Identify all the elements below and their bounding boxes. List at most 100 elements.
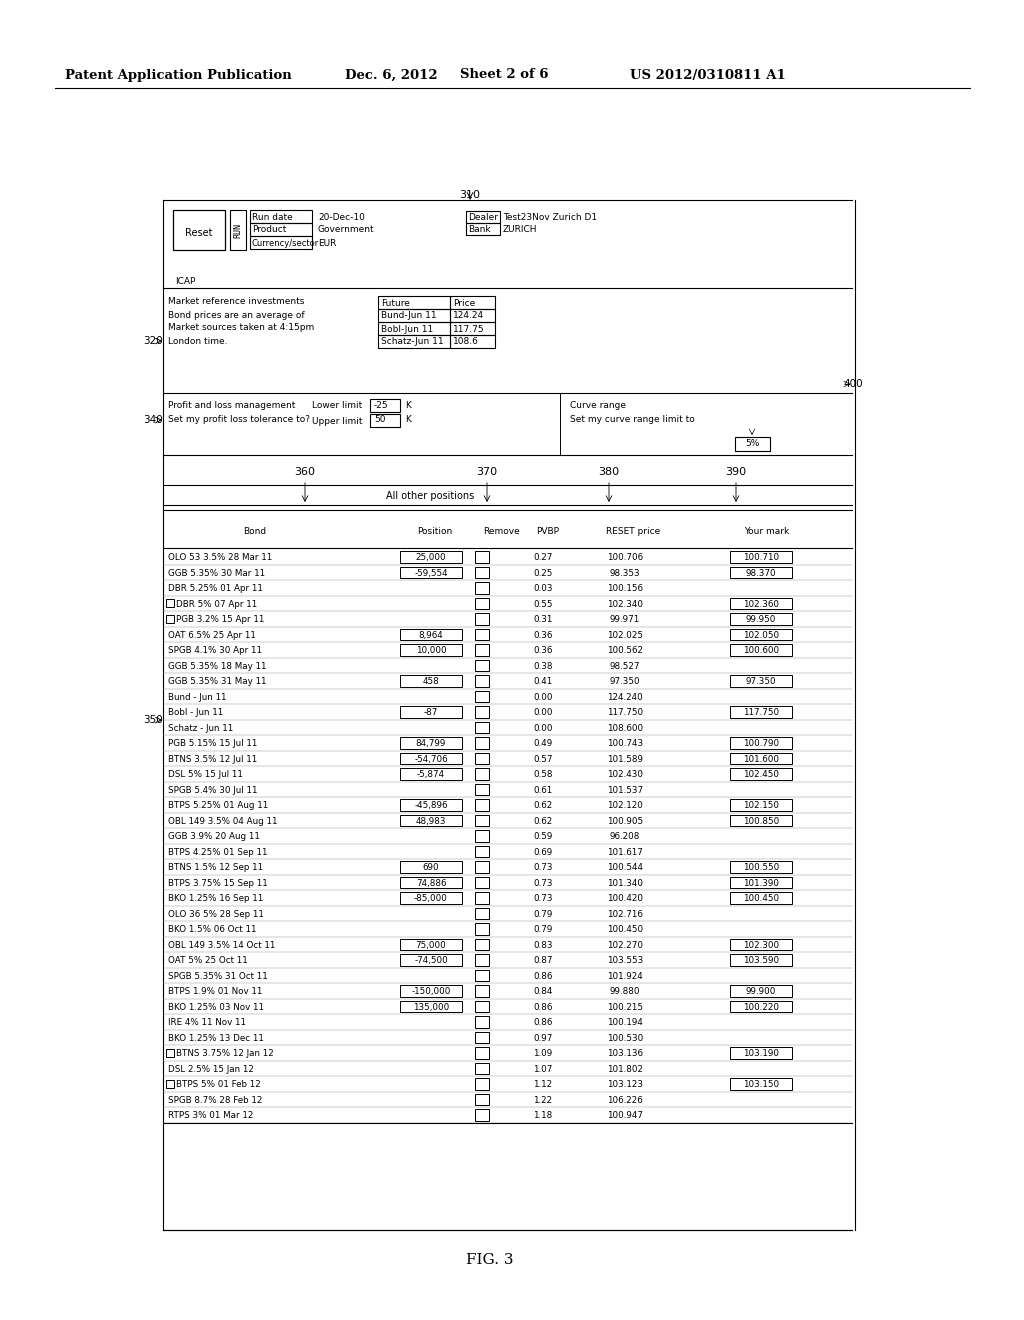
Text: SPGB 5.4% 30 Jul 11: SPGB 5.4% 30 Jul 11 bbox=[168, 785, 257, 795]
Text: BTPS 4.25% 01 Sep 11: BTPS 4.25% 01 Sep 11 bbox=[168, 847, 267, 857]
Bar bbox=[475, 939, 489, 950]
Bar bbox=[475, 954, 489, 965]
Text: 117.750: 117.750 bbox=[607, 708, 643, 717]
Text: 124.240: 124.240 bbox=[607, 693, 643, 701]
Text: Test23Nov Zurich D1: Test23Nov Zurich D1 bbox=[503, 213, 597, 222]
Bar bbox=[400, 861, 462, 873]
Text: 108.6: 108.6 bbox=[453, 338, 479, 346]
Text: 102.430: 102.430 bbox=[607, 770, 643, 779]
Text: 1.09: 1.09 bbox=[534, 1049, 553, 1059]
Bar bbox=[730, 892, 792, 903]
Bar bbox=[370, 414, 400, 426]
Text: 0.62: 0.62 bbox=[534, 801, 553, 810]
Text: 102.716: 102.716 bbox=[607, 909, 643, 919]
Bar bbox=[475, 1093, 489, 1105]
Text: 98.370: 98.370 bbox=[745, 569, 776, 578]
Text: 100.450: 100.450 bbox=[743, 894, 779, 903]
Text: BTPS 1.9% 01 Nov 11: BTPS 1.9% 01 Nov 11 bbox=[168, 987, 262, 997]
Text: DSL 5% 15 Jul 11: DSL 5% 15 Jul 11 bbox=[168, 770, 243, 779]
Bar bbox=[475, 582, 489, 594]
Bar bbox=[475, 799, 489, 810]
Text: 101.390: 101.390 bbox=[743, 879, 779, 887]
Bar bbox=[450, 296, 495, 309]
Text: Reset: Reset bbox=[185, 228, 213, 238]
Text: Schatz-Jun 11: Schatz-Jun 11 bbox=[381, 338, 443, 346]
Text: 5%: 5% bbox=[744, 440, 759, 449]
Text: K: K bbox=[406, 416, 411, 425]
Bar bbox=[450, 322, 495, 335]
Bar bbox=[370, 399, 400, 412]
Text: 1.12: 1.12 bbox=[534, 1080, 553, 1089]
Text: London time.: London time. bbox=[168, 337, 227, 346]
Text: DSL 2.5% 15 Jan 12: DSL 2.5% 15 Jan 12 bbox=[168, 1064, 254, 1073]
Text: 100.220: 100.220 bbox=[743, 1002, 779, 1011]
Bar bbox=[475, 846, 489, 857]
Bar bbox=[475, 876, 489, 888]
Bar bbox=[730, 939, 792, 950]
Text: Price: Price bbox=[453, 298, 475, 308]
Text: 0.69: 0.69 bbox=[534, 847, 553, 857]
Text: 102.360: 102.360 bbox=[743, 599, 779, 609]
Text: GGB 5.35% 31 May 11: GGB 5.35% 31 May 11 bbox=[168, 677, 266, 686]
Bar bbox=[730, 628, 792, 640]
Text: 0.38: 0.38 bbox=[534, 661, 553, 671]
Text: 100.790: 100.790 bbox=[743, 739, 779, 748]
Bar bbox=[475, 752, 489, 764]
Text: Schatz - Jun 11: Schatz - Jun 11 bbox=[168, 723, 233, 733]
Text: 0.61: 0.61 bbox=[534, 785, 553, 795]
Text: ICAP: ICAP bbox=[175, 276, 196, 285]
Text: 103.136: 103.136 bbox=[607, 1049, 643, 1059]
Bar bbox=[475, 690, 489, 702]
Text: -150,000: -150,000 bbox=[412, 987, 451, 997]
Text: BKO 1.25% 16 Sep 11: BKO 1.25% 16 Sep 11 bbox=[168, 894, 263, 903]
Bar bbox=[730, 612, 792, 624]
Text: 100.562: 100.562 bbox=[607, 645, 643, 655]
Bar bbox=[475, 1001, 489, 1012]
Text: 310: 310 bbox=[460, 190, 480, 201]
Bar bbox=[475, 1109, 489, 1121]
Bar bbox=[475, 1016, 489, 1027]
Text: 0.73: 0.73 bbox=[534, 879, 553, 887]
Text: Dec. 6, 2012: Dec. 6, 2012 bbox=[345, 69, 437, 82]
Bar bbox=[475, 1047, 489, 1059]
Text: Future: Future bbox=[381, 298, 410, 308]
Text: 100.450: 100.450 bbox=[607, 925, 643, 935]
Text: 0.03: 0.03 bbox=[534, 583, 553, 593]
Text: 99.950: 99.950 bbox=[745, 615, 776, 624]
Text: SPGB 5.35% 31 Oct 11: SPGB 5.35% 31 Oct 11 bbox=[168, 972, 267, 981]
Text: -74,500: -74,500 bbox=[414, 956, 447, 965]
Text: 1.18: 1.18 bbox=[534, 1111, 553, 1121]
Text: 0.00: 0.00 bbox=[534, 723, 553, 733]
Text: Government: Government bbox=[318, 226, 375, 235]
Text: 0.73: 0.73 bbox=[534, 894, 553, 903]
Text: 100.600: 100.600 bbox=[743, 645, 779, 655]
Bar bbox=[475, 550, 489, 562]
Bar bbox=[730, 706, 792, 718]
Text: 0.31: 0.31 bbox=[534, 615, 553, 624]
Bar bbox=[400, 550, 462, 562]
Bar bbox=[450, 309, 495, 322]
Text: Set my curve range limit to: Set my curve range limit to bbox=[570, 416, 694, 425]
Text: BTPS 5.25% 01 Aug 11: BTPS 5.25% 01 Aug 11 bbox=[168, 801, 268, 810]
Bar bbox=[475, 722, 489, 733]
Text: 102.120: 102.120 bbox=[607, 801, 643, 810]
Text: BTNS 3.5% 12 Jul 11: BTNS 3.5% 12 Jul 11 bbox=[168, 755, 257, 763]
Text: 100.156: 100.156 bbox=[607, 583, 643, 593]
Text: Market sources taken at 4:15pm: Market sources taken at 4:15pm bbox=[168, 323, 314, 333]
Text: 100.550: 100.550 bbox=[742, 863, 779, 873]
Text: DBR 5% 07 Apr 11: DBR 5% 07 Apr 11 bbox=[176, 599, 257, 609]
Bar bbox=[475, 628, 489, 640]
Text: 100.710: 100.710 bbox=[743, 553, 779, 562]
Text: 0.27: 0.27 bbox=[534, 553, 553, 562]
Bar bbox=[400, 628, 462, 640]
Text: 117.75: 117.75 bbox=[453, 325, 484, 334]
Bar bbox=[400, 876, 462, 888]
Bar bbox=[250, 210, 312, 223]
Text: 0.83: 0.83 bbox=[534, 941, 553, 949]
Text: 320: 320 bbox=[143, 337, 163, 346]
Bar bbox=[475, 612, 489, 624]
Text: 100.905: 100.905 bbox=[607, 817, 643, 825]
Text: 103.190: 103.190 bbox=[743, 1049, 779, 1059]
Bar bbox=[730, 1047, 792, 1059]
Text: Bobl - Jun 11: Bobl - Jun 11 bbox=[168, 708, 223, 717]
